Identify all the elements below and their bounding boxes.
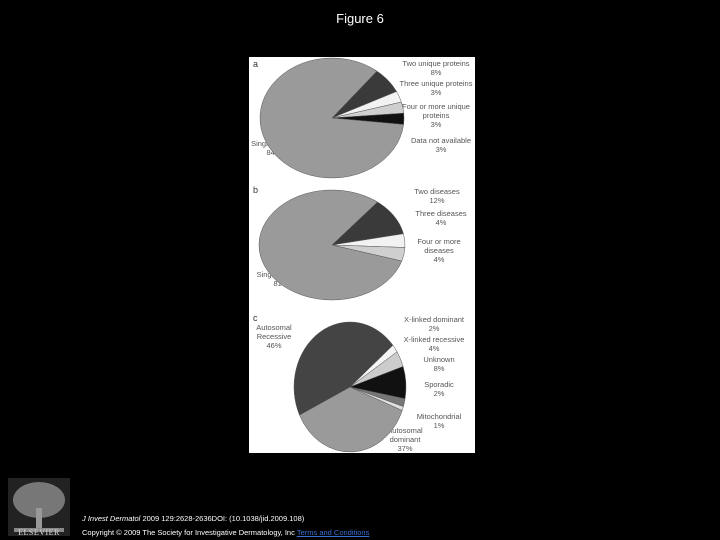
category-label: Two diseases xyxy=(414,187,460,196)
category-label: Four or more unique proteins xyxy=(402,102,470,120)
citation: J Invest Dermatol 2009 129:2628-2636DOI:… xyxy=(82,514,304,523)
logo-text: ELSEVIER xyxy=(18,528,60,537)
category-label: Mitochondrial xyxy=(416,412,462,421)
panel-letter: a xyxy=(253,59,259,69)
category-label: Three diseases xyxy=(415,209,467,218)
category-label: Four or more diseases xyxy=(417,237,461,255)
category-label: X-linked dominant xyxy=(403,315,465,324)
pie-slice xyxy=(299,386,403,453)
value-label: 12% xyxy=(429,196,445,205)
value-label: 1% xyxy=(433,421,445,430)
panel-letter: c xyxy=(253,313,258,323)
panel-letter: b xyxy=(253,185,259,195)
value-label: 4% xyxy=(433,255,445,264)
value-label: 2% xyxy=(433,389,445,398)
category-label: Autosomal Recessive xyxy=(256,323,292,341)
category-label: Unknown xyxy=(423,355,455,364)
category-label: Two unique proteins xyxy=(402,59,470,68)
pie-slice xyxy=(258,189,403,301)
value-label: 3% xyxy=(430,120,442,129)
slice-label: Three unique proteins 3% xyxy=(399,79,473,97)
slice-label: X-linked recessive 4% xyxy=(395,335,473,353)
slice-label: Data not available 3% xyxy=(407,136,475,154)
slice-label: Four or more unique proteins 3% xyxy=(399,102,473,129)
slice-label: X-linked dominant 2% xyxy=(395,315,473,333)
slice-label: Four or more diseases 4% xyxy=(414,237,464,264)
citation-text: 2009 129:2628-2636DOI: (10.1038/jid.2009… xyxy=(142,514,305,523)
category-label: Three unique proteins xyxy=(399,79,473,88)
slice-label: Two unique proteins 8% xyxy=(397,59,475,77)
slide-title: Figure 6 xyxy=(336,11,384,26)
value-label: 4% xyxy=(435,218,447,227)
value-label: 8% xyxy=(433,364,445,373)
value-label: 3% xyxy=(430,88,442,97)
category-label: X-linked recessive xyxy=(403,335,465,344)
value-label: 37% xyxy=(397,444,413,453)
value-label: 8% xyxy=(430,68,442,77)
slice-label: Mitochondrial 1% xyxy=(407,412,471,430)
slice-label: Sporadic 2% xyxy=(409,380,469,398)
pie-slice xyxy=(259,57,404,179)
value-label: 46% xyxy=(266,341,282,350)
slice-label: Two diseases 12% xyxy=(407,187,467,205)
category-label: Autosomal dominant xyxy=(387,426,423,444)
slice-label: Three diseases 4% xyxy=(411,209,471,227)
slice-label: Autosomal Recessive 46% xyxy=(249,323,299,350)
copyright-line: Copyright © 2009 The Society for Investi… xyxy=(82,528,369,537)
category-label: Sporadic xyxy=(424,380,454,389)
slice-label: Unknown 8% xyxy=(409,355,469,373)
journal: J Invest Dermatol xyxy=(82,514,141,523)
category-label: Data not available xyxy=(410,136,472,145)
value-label: 3% xyxy=(435,145,447,154)
logo-image xyxy=(8,478,70,536)
copyright: Copyright © 2009 The Society for Investi… xyxy=(82,528,295,537)
terms-link[interactable]: Terms and Conditions xyxy=(296,528,370,537)
slice-label: Autosomal dominant 37% xyxy=(375,426,435,453)
pie-slice xyxy=(293,321,394,416)
value-label: 4% xyxy=(428,344,440,353)
value-label: 2% xyxy=(428,324,440,333)
